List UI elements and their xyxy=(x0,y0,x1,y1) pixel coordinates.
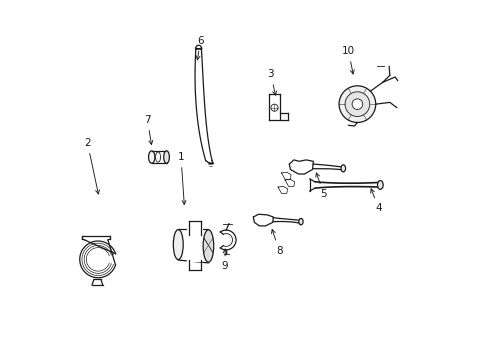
Text: 1: 1 xyxy=(177,152,185,204)
Text: 5: 5 xyxy=(315,173,326,199)
Text: 4: 4 xyxy=(370,189,381,213)
Text: 8: 8 xyxy=(271,229,282,256)
Ellipse shape xyxy=(148,151,155,163)
Ellipse shape xyxy=(340,165,345,172)
Ellipse shape xyxy=(377,180,383,189)
Ellipse shape xyxy=(173,230,183,260)
Text: 2: 2 xyxy=(84,138,99,194)
Ellipse shape xyxy=(163,151,169,163)
Text: 3: 3 xyxy=(267,69,276,95)
Circle shape xyxy=(338,86,375,122)
Circle shape xyxy=(345,92,369,117)
Ellipse shape xyxy=(298,219,303,225)
Circle shape xyxy=(270,104,278,111)
Text: 9: 9 xyxy=(222,249,228,271)
Text: 6: 6 xyxy=(196,36,203,60)
Text: 7: 7 xyxy=(144,115,152,144)
Ellipse shape xyxy=(203,230,213,262)
Text: 10: 10 xyxy=(341,46,354,74)
Circle shape xyxy=(351,99,362,109)
